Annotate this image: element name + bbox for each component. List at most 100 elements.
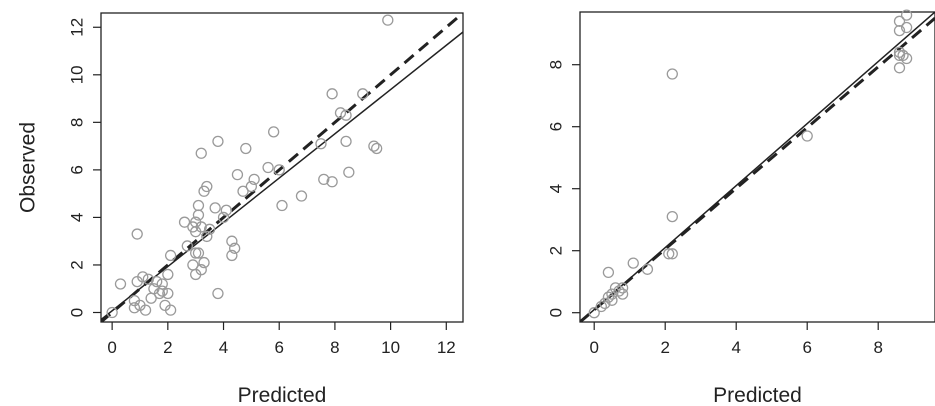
y-tick-label: 10 (68, 65, 87, 84)
y-tick-label: 4 (68, 213, 87, 222)
x-tick-label: 6 (274, 338, 283, 357)
data-point (226, 235, 238, 247)
data-point (801, 130, 813, 142)
data-point (326, 176, 338, 188)
y-tick-label: 0 (68, 308, 87, 317)
data-point (315, 138, 327, 150)
data-point (106, 306, 118, 319)
data-point (276, 199, 288, 212)
data-point (226, 249, 238, 262)
data-point (599, 297, 611, 310)
y-tick-label: 6 (68, 165, 87, 174)
data-point (893, 46, 906, 58)
data-point (613, 285, 625, 297)
data-point (900, 9, 913, 21)
data-point (357, 88, 369, 100)
data-point (666, 248, 678, 260)
data-point (245, 180, 258, 193)
data-point (893, 49, 906, 62)
data-point (137, 271, 149, 283)
data-point (606, 294, 618, 306)
data-point (382, 14, 394, 26)
left-panel: 0 2 4 6 8 10 12 0 2 4 6 8 10 12 Predicted Observed (17, 12, 464, 406)
data-point (190, 247, 202, 259)
data-point (295, 190, 308, 202)
y-tick-label: 6 (547, 122, 566, 131)
data-point (340, 109, 352, 121)
data-point (162, 287, 174, 300)
data-point (181, 240, 193, 252)
y-tick-label: 4 (547, 184, 566, 193)
x-tick-label: 4 (731, 338, 740, 357)
x-tick-label: 0 (107, 338, 116, 357)
data-point (334, 107, 347, 119)
data-point (602, 291, 615, 303)
data-point (262, 161, 274, 174)
x-tick-label: 2 (163, 338, 172, 357)
data-point (195, 147, 207, 159)
data-point (326, 88, 338, 100)
x-tick-label: 4 (219, 338, 228, 357)
data-point (248, 173, 260, 186)
identity-dashed-line (580, 17, 935, 322)
y-tick-label: 8 (68, 118, 87, 127)
data-point (229, 242, 241, 254)
data-point (343, 166, 355, 178)
data-point (340, 135, 352, 148)
data-point (273, 164, 285, 176)
data-point (318, 173, 330, 186)
data-point (900, 52, 913, 65)
x-tick-label: 8 (330, 338, 339, 357)
x-tick-label: 0 (589, 338, 598, 357)
data-point (192, 199, 205, 212)
data-point (666, 68, 678, 80)
data-point (371, 142, 383, 155)
y-tick-label: 2 (547, 246, 566, 255)
data-point (203, 223, 216, 235)
data-point (602, 266, 615, 279)
data-point (139, 304, 152, 316)
x-tick-label: 2 (660, 338, 669, 357)
data-point (595, 300, 607, 313)
data-point (198, 256, 210, 269)
y-tick-label: 2 (68, 260, 87, 269)
data-point (192, 209, 205, 221)
data-point (231, 168, 244, 181)
data-point (368, 140, 380, 152)
data-point (212, 287, 224, 300)
data-point (666, 210, 678, 223)
data-point (201, 230, 213, 243)
data-point (142, 273, 154, 285)
y-tick-label: 0 (547, 308, 566, 317)
data-point (195, 221, 207, 233)
data-point (114, 278, 127, 290)
x-tick-label: 8 (873, 338, 882, 357)
x-axis-title: Predicted (238, 384, 327, 406)
data-point (616, 282, 629, 294)
x-tick-label: 12 (437, 338, 456, 357)
data-point (663, 248, 675, 260)
data-point (609, 282, 622, 294)
data-point (195, 264, 207, 276)
plot-frame (100, 12, 464, 323)
y-tick-label: 8 (547, 60, 566, 69)
data-point (164, 249, 177, 262)
data-point (893, 24, 906, 37)
x-tick-label: 6 (802, 338, 811, 357)
x-tick-label: 10 (381, 338, 400, 357)
data-point (151, 275, 163, 288)
data-point (627, 257, 639, 269)
data-point (240, 142, 252, 155)
data-point (131, 228, 143, 240)
data-point (616, 288, 629, 300)
right-panel: 0 2 4 6 8 0 2 4 6 8 Predicted (547, 9, 935, 406)
data-point (201, 180, 213, 193)
data-point (641, 263, 654, 275)
identity-dashed-line (101, 13, 463, 322)
data-point (162, 268, 174, 281)
plot-frame (579, 11, 935, 323)
data-point (900, 21, 913, 34)
data-point (209, 202, 221, 214)
data-point (156, 278, 168, 290)
